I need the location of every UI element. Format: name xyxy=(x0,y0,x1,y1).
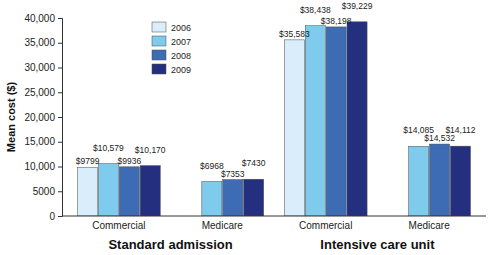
legend-item: 2008 xyxy=(152,50,191,61)
x-axis: Commercial Medicare Commercial Medicare xyxy=(62,216,486,231)
y-tick-mark xyxy=(58,216,62,217)
y-tick-label: 5000 xyxy=(33,186,56,197)
data-label: $39,229 xyxy=(342,1,373,11)
data-labels: $9799$35,583$10,579$6968$38,438$14,085$9… xyxy=(76,1,476,179)
y-tick-mark xyxy=(58,68,62,69)
bar xyxy=(409,146,429,216)
x-tick-label: Medicare xyxy=(202,220,244,231)
legend-swatch xyxy=(152,22,166,32)
data-label: $10,579 xyxy=(93,143,124,153)
y-tick-label: 20,000 xyxy=(24,112,55,123)
bar xyxy=(347,22,367,216)
y-tick-mark xyxy=(58,92,62,93)
data-label: $38,438 xyxy=(300,5,331,15)
y-tick-mark xyxy=(58,167,62,168)
y-tick-label: 35,000 xyxy=(24,37,55,48)
y-tick-mark xyxy=(58,18,62,19)
legend: 2006 2007 2008 2009 xyxy=(152,22,191,75)
chart: $9799$35,583$10,579$6968$38,438$14,085$9… xyxy=(0,0,488,255)
legend-item: 2006 xyxy=(152,22,191,33)
data-label: $38,198 xyxy=(321,16,352,26)
y-tick-mark xyxy=(58,191,62,192)
y-tick: 40,000 xyxy=(24,13,62,24)
data-label: $7353 xyxy=(221,169,245,179)
data-label: $35,583 xyxy=(279,29,310,39)
data-label: $7430 xyxy=(242,158,266,168)
x-tick: Commercial xyxy=(299,220,352,231)
y-tick: 15,000 xyxy=(24,136,62,147)
data-label: $9799 xyxy=(76,156,100,166)
x-tick: Medicare xyxy=(202,220,244,231)
y-tick-label: 30,000 xyxy=(24,62,55,73)
bar xyxy=(244,179,264,216)
legend-item: 2007 xyxy=(152,36,191,47)
x-tick: Medicare xyxy=(409,220,451,231)
y-tick: 20,000 xyxy=(24,112,62,123)
data-label: $9936 xyxy=(118,156,142,166)
legend-label: 2007 xyxy=(171,37,191,47)
x-tick: Commercial xyxy=(92,220,145,231)
bar xyxy=(305,26,325,216)
bar xyxy=(284,40,304,216)
x-tick-label: Medicare xyxy=(409,220,451,231)
y-tick-label: 40,000 xyxy=(24,13,55,24)
group-label: Intensive care unit xyxy=(320,237,435,252)
y-axis-line xyxy=(58,19,63,217)
bar xyxy=(119,167,139,216)
bar xyxy=(202,182,222,216)
y-axis: 0 5000 10,000 15,000 20,000 25,000 30,000 35,00… xyxy=(24,13,62,222)
bar xyxy=(430,144,450,216)
legend-swatch xyxy=(152,50,166,60)
legend-label: 2009 xyxy=(171,65,191,75)
y-tick: 5000 xyxy=(33,186,62,197)
legend-label: 2008 xyxy=(171,51,191,61)
y-tick-label: 10,000 xyxy=(24,161,55,172)
chart-container: $9799$35,583$10,579$6968$38,438$14,085$9… xyxy=(0,0,488,255)
data-label: $14,112 xyxy=(445,125,475,135)
x-tick-label: Commercial xyxy=(299,220,352,231)
y-tick: 10,000 xyxy=(24,161,62,172)
bar xyxy=(326,27,346,216)
bars xyxy=(78,22,471,216)
y-tick-mark xyxy=(58,43,62,44)
legend-label: 2006 xyxy=(171,23,191,33)
y-tick: 30,000 xyxy=(24,62,62,73)
y-tick-mark xyxy=(58,142,62,143)
y-tick-label: 0 xyxy=(49,211,55,222)
bar xyxy=(140,166,160,216)
y-tick: 0 xyxy=(49,211,62,222)
group-label: Standard admission xyxy=(108,237,232,252)
legend-swatch xyxy=(152,64,166,74)
y-axis-title: Mean cost ($) xyxy=(5,82,17,153)
bar xyxy=(98,164,118,216)
y-tick-mark xyxy=(58,117,62,118)
y-tick: 25,000 xyxy=(24,87,62,98)
legend-item: 2009 xyxy=(152,64,191,75)
bar xyxy=(223,180,243,216)
bar xyxy=(450,146,470,216)
x-axis-line xyxy=(62,216,486,217)
bar xyxy=(78,167,98,216)
y-tick-label: 25,000 xyxy=(24,87,55,98)
x-tick-label: Commercial xyxy=(92,220,145,231)
y-tick-label: 15,000 xyxy=(24,136,55,147)
data-label: $10,170 xyxy=(135,145,166,155)
y-tick: 35,000 xyxy=(24,37,62,48)
legend-swatch xyxy=(152,36,166,46)
